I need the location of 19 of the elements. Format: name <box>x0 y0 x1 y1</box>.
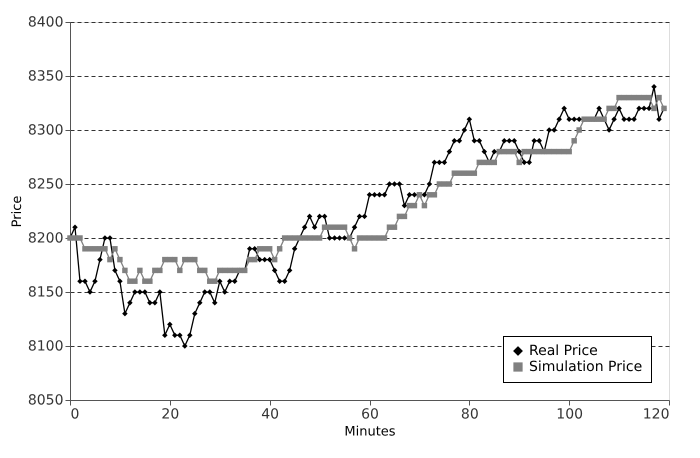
x-tick-label: 20 <box>161 406 180 422</box>
x-tick-label: 100 <box>556 406 584 422</box>
x-tick-label: 0 <box>70 406 80 422</box>
y-tick-label: 8250 <box>28 176 64 192</box>
y-tick-label: 8300 <box>28 122 64 138</box>
x-tick-label: 40 <box>261 406 280 422</box>
x-tick-label: 120 <box>642 406 670 422</box>
y-tick-label: 8350 <box>28 68 64 84</box>
y-axis-title: Price <box>10 196 25 228</box>
legend-label: Real Price <box>529 343 598 359</box>
y-tick-label: 8400 <box>28 14 64 30</box>
x-tick-label: 60 <box>361 406 379 422</box>
y-tick-label: 8050 <box>28 392 64 408</box>
y-tick-label: 8100 <box>28 338 64 354</box>
x-tick-label: 80 <box>460 406 479 422</box>
legend-label: Simulation Price <box>529 359 642 375</box>
y-tick-label: 8150 <box>28 284 64 300</box>
y-tick-label: 8200 <box>28 230 64 246</box>
x-axis-title: Minutes <box>344 424 396 440</box>
